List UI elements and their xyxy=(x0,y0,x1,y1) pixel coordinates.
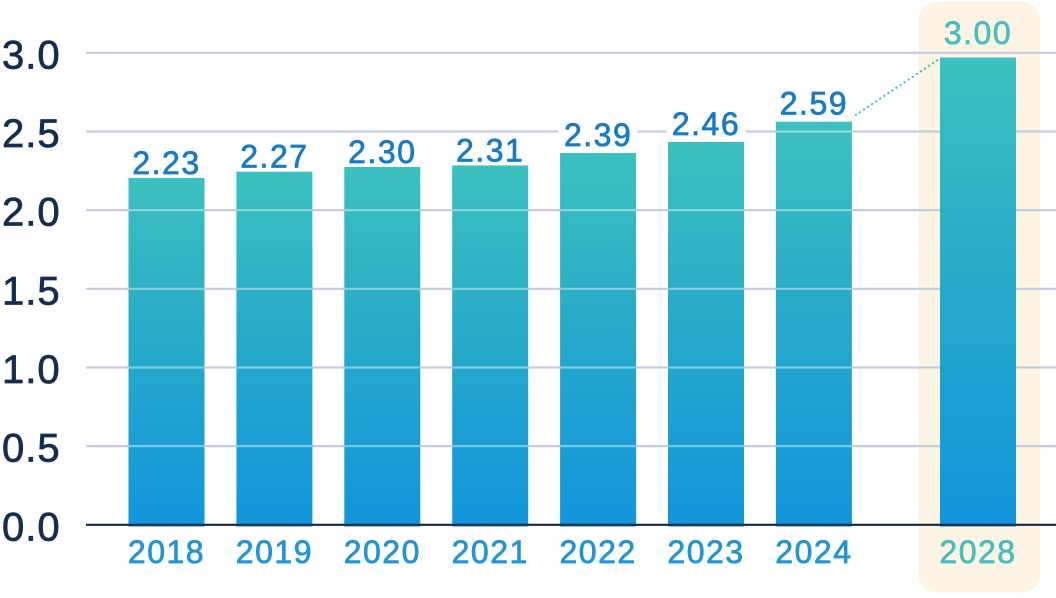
xtick-label-2022: 2022 xyxy=(560,534,637,570)
ytick-label-2.0: 2.0 xyxy=(2,191,61,235)
value-label-box-2023 xyxy=(666,103,746,142)
bar-2019 xyxy=(236,171,313,527)
value-label-2024: 2.59 xyxy=(780,86,848,122)
xtick-label-2020: 2020 xyxy=(344,534,421,570)
value-label-2019: 2.27 xyxy=(240,139,308,175)
ytick-label-1.0: 1.0 xyxy=(2,348,61,392)
xtick-label-2021: 2021 xyxy=(452,534,529,570)
connector-dotted-line xyxy=(854,57,941,117)
value-label-2020: 2.30 xyxy=(348,134,416,170)
bar-2020 xyxy=(344,166,421,527)
ytick-label-0.0: 0.0 xyxy=(2,505,61,549)
xtick-label-2018: 2018 xyxy=(128,534,205,570)
xtick-label-2019: 2019 xyxy=(236,534,313,570)
value-label-2018: 2.23 xyxy=(132,145,200,181)
bar-2021 xyxy=(452,165,529,527)
bar-2024 xyxy=(775,121,852,527)
bar-2018 xyxy=(128,177,205,527)
value-label-box-2022 xyxy=(558,114,638,153)
value-label-2022: 2.39 xyxy=(564,117,632,153)
value-label-box-2024 xyxy=(774,83,854,122)
xtick-label-2028: 2028 xyxy=(939,534,1016,570)
ytick-label-3.0: 3.0 xyxy=(2,33,61,77)
value-label-2028: 3.00 xyxy=(944,15,1012,51)
value-label-2021: 2.31 xyxy=(456,132,524,168)
bar-2022 xyxy=(560,152,637,527)
ytick-label-1.5: 1.5 xyxy=(2,269,61,313)
bar-2028 xyxy=(940,57,1016,527)
bar-2023 xyxy=(668,141,744,527)
xtick-label-2024: 2024 xyxy=(775,534,852,570)
ytick-label-0.5: 0.5 xyxy=(2,427,61,471)
value-label-2023: 2.46 xyxy=(672,106,740,142)
xtick-label-2023: 2023 xyxy=(667,534,744,570)
ytick-label-2.5: 2.5 xyxy=(2,112,61,156)
